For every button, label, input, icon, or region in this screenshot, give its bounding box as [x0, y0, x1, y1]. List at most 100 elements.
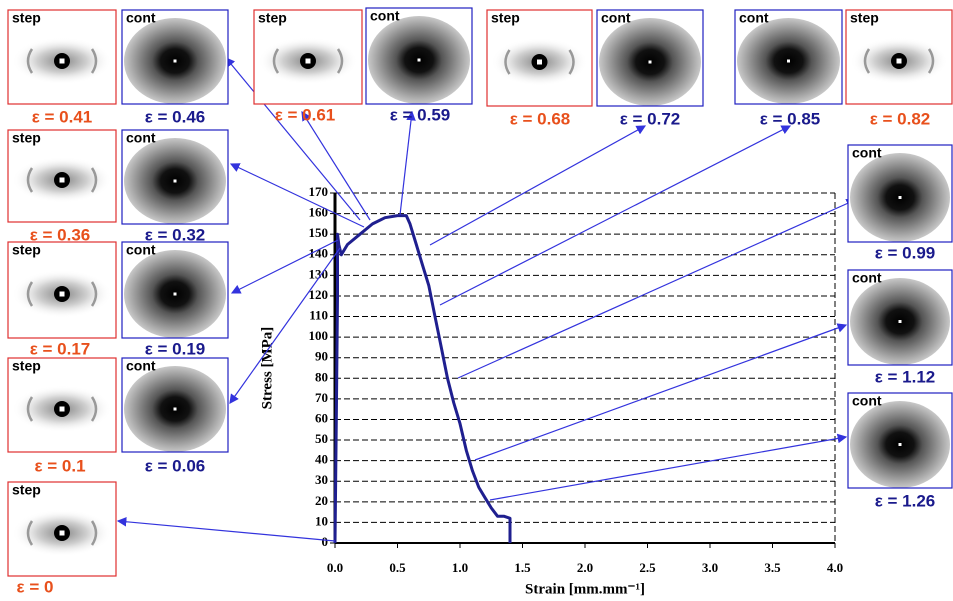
y-tick-label: 150 — [309, 225, 329, 240]
stress-curve — [333, 214, 512, 544]
arrow — [229, 247, 341, 404]
strain-label: ε = 0.32 — [145, 225, 206, 244]
pattern-panel: step ε = 0.17 — [7, 241, 117, 358]
y-tick-label: 110 — [309, 308, 328, 323]
strain-label: ε = 0 — [17, 577, 54, 596]
x-tick-label: 2.5 — [639, 560, 656, 575]
beam-stop — [173, 179, 177, 183]
beam-stop — [59, 406, 65, 412]
reflection-arc — [504, 49, 575, 75]
y-tick-label: 80 — [315, 369, 328, 384]
panel-mode: step — [258, 10, 287, 26]
pattern-panel: cont ε = 0.46 — [121, 9, 229, 126]
x-tick-label: 3.0 — [702, 560, 718, 575]
panel-border — [7, 129, 117, 223]
panel-border — [253, 9, 363, 105]
strain-label: ε = 0.68 — [510, 109, 571, 128]
strain-label: ε = 1.26 — [875, 491, 936, 510]
arrows — [116, 57, 857, 542]
panel-mode: cont — [852, 270, 882, 286]
arrow — [301, 110, 371, 221]
panel-mode: cont — [126, 10, 156, 26]
pattern-panel: step ε = 0.82 — [845, 9, 953, 128]
arrow — [439, 125, 792, 306]
pattern-panel: step ε = 0 — [7, 481, 117, 596]
arrow — [116, 516, 336, 542]
panel-border — [847, 144, 953, 243]
pattern-panel: cont ε = 0.72 — [596, 9, 704, 128]
y-axis-label: Stress [MPa] — [259, 327, 275, 410]
beam-stop — [896, 58, 902, 64]
strain-label: ε = 0.61 — [275, 105, 336, 124]
pattern-panel: cont ε = 0.06 — [121, 357, 229, 475]
x-tick-label: 4.0 — [827, 560, 843, 575]
reflection-arc — [863, 48, 935, 74]
y-tick-label: 130 — [309, 266, 329, 281]
panel-border — [365, 7, 473, 105]
panel-border — [121, 9, 229, 105]
reflection-arc — [26, 167, 98, 193]
pattern-panel: cont ε = 1.26 — [847, 392, 953, 510]
x-tick-label: 2.0 — [577, 560, 593, 575]
pattern-panel: step ε = 0.41 — [7, 9, 117, 126]
y-tick-label: 30 — [315, 472, 328, 487]
y-tick-label: 90 — [315, 349, 328, 364]
panel-border — [7, 357, 117, 453]
y-tick-label: 0 — [322, 534, 329, 549]
panel-border — [121, 357, 229, 453]
pattern-panel: step ε = 0.61 — [253, 9, 363, 124]
reflection-arc — [26, 48, 98, 74]
strain-label: ε = 1.12 — [875, 367, 936, 386]
strain-label: ε = 0.46 — [145, 107, 206, 126]
pattern-panel: cont ε = 0.32 — [121, 129, 229, 244]
strain-label: ε = 0.59 — [390, 105, 451, 124]
y-tick-label: 120 — [309, 287, 329, 302]
reflection-arc — [272, 48, 344, 74]
y-tick-label: 10 — [315, 513, 328, 528]
panel-border — [845, 9, 953, 105]
beam-stop — [537, 59, 542, 65]
x-tick-label: 1.0 — [452, 560, 468, 575]
y-tick-label: 60 — [315, 410, 328, 425]
strain-label: ε = 0.17 — [30, 339, 91, 358]
panel-mode: step — [12, 242, 41, 258]
beam-stop — [59, 291, 65, 297]
strain-label: ε = 0.72 — [620, 109, 681, 128]
pattern-panel: cont ε = 0.85 — [734, 9, 843, 128]
arrow — [229, 163, 365, 228]
panel-border — [121, 129, 229, 225]
reflection-arc — [26, 281, 98, 307]
arrow — [230, 239, 339, 294]
y-tick-label: 140 — [309, 246, 329, 261]
reflection-arc — [26, 520, 98, 546]
strain-label: ε = 0.36 — [30, 225, 91, 244]
pattern-panel: step ε = 0.1 — [7, 357, 117, 475]
beam-stop — [898, 443, 902, 446]
y-tick-label: 170 — [309, 184, 329, 199]
panel-border — [121, 241, 229, 339]
panel-mode: step — [491, 10, 520, 26]
y-tick-label: 160 — [309, 205, 329, 220]
beam-stop — [173, 292, 177, 296]
panel-mode: cont — [126, 358, 156, 374]
panel-border — [847, 269, 953, 366]
panel-mode: step — [12, 482, 41, 498]
panel-border — [7, 241, 117, 339]
beam-stop — [417, 58, 421, 62]
arrow — [225, 57, 361, 221]
panel-mode: step — [850, 10, 879, 26]
panel-mode: cont — [852, 393, 882, 409]
y-tick-label: 100 — [309, 328, 329, 343]
pattern-panel: cont ε = 1.12 — [847, 269, 953, 386]
y-tick-label: 40 — [315, 452, 328, 467]
pattern-panel: cont ε = 0.99 — [847, 144, 953, 262]
beam-stop — [898, 320, 902, 323]
strain-label: ε = 0.99 — [875, 243, 936, 262]
panel-mode: step — [12, 358, 41, 374]
x-tick-label: 1.5 — [514, 560, 531, 575]
strain-label: ε = 0.41 — [32, 107, 93, 126]
panel-mode: cont — [739, 10, 769, 26]
panel-border — [7, 481, 117, 577]
pattern-panel: step ε = 0.68 — [486, 9, 593, 128]
panel-mode: cont — [126, 242, 156, 258]
